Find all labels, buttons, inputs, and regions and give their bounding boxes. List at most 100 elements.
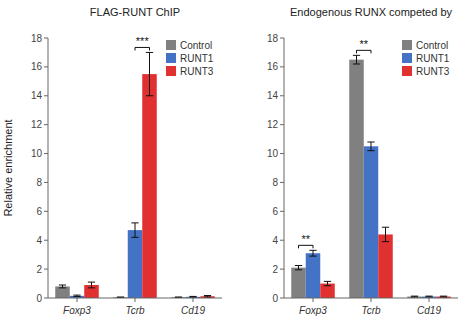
- y-tick-label: 10: [31, 148, 43, 159]
- error-bar: [59, 285, 66, 288]
- y-tick: [44, 66, 48, 67]
- title: FLAG-RUNT ChIP: [90, 6, 180, 18]
- y-tick-label: 6: [272, 206, 278, 217]
- error-bar: [425, 296, 432, 298]
- error-bar: [295, 266, 302, 270]
- y-tick-label: 8: [272, 177, 278, 188]
- significance-label: **: [301, 233, 310, 245]
- x-tick: [77, 298, 78, 302]
- x-tick: [371, 298, 372, 302]
- panel: Endogenous RUNX competed by 0 2 4 6 8 10 12 14 16…: [267, 6, 458, 316]
- marks: [291, 55, 451, 298]
- error-bar: [411, 296, 418, 298]
- y-tick-label: 14: [31, 90, 43, 101]
- y-tick: [280, 66, 284, 67]
- x-tick: [313, 298, 314, 302]
- error-bar: [382, 227, 389, 241]
- y-tick-label: 14: [267, 90, 279, 101]
- legend-label: RUNT1: [180, 53, 214, 64]
- y-tick-label: 0: [36, 293, 42, 304]
- error-bar: [353, 55, 360, 64]
- y-tick-label: 0: [272, 293, 278, 304]
- y-tick-label: 2: [272, 264, 278, 275]
- y-tick-label: 12: [31, 119, 43, 130]
- error-bar: [309, 250, 316, 256]
- y-tick: [44, 298, 48, 299]
- y-tick-label: 10: [267, 148, 279, 159]
- x-tick: [135, 298, 136, 302]
- y-tick: [280, 124, 284, 125]
- y-tick-label: 12: [267, 119, 279, 130]
- y-axis-label: Relative enrichment: [2, 119, 14, 216]
- y-tick: [280, 95, 284, 96]
- x-tick: [193, 298, 194, 302]
- error-bar: [189, 296, 196, 298]
- y-tick: [44, 240, 48, 241]
- significance-bracket: [299, 245, 314, 248]
- error-bar: [146, 52, 153, 95]
- y-tick: [44, 182, 48, 183]
- y-tick-label: 4: [36, 235, 42, 246]
- bar: [128, 230, 143, 298]
- panel: FLAG-RUNT ChIPRelative enrichment0246810…: [2, 6, 222, 316]
- y-tick-label: 18: [267, 33, 279, 44]
- y-tick-label: 16: [31, 61, 43, 72]
- bar: [349, 60, 364, 298]
- legend-swatch: [402, 53, 412, 63]
- y-tick: [44, 124, 48, 125]
- y-tick-label: 16: [267, 61, 279, 72]
- legend-swatch: [166, 40, 176, 50]
- x-tick-label: Foxp3: [299, 305, 327, 316]
- marks: [55, 52, 215, 298]
- figure: FLAG-RUNT ChIP Relative enrichment 0 2 4 6 8 10…: [0, 0, 474, 335]
- legend-swatch: [402, 40, 412, 50]
- bar: [291, 268, 306, 298]
- y-tick: [280, 269, 284, 270]
- legend: Control RUNT1 RUNT3: [402, 40, 450, 77]
- legend-label: Control: [416, 40, 448, 51]
- x-tick-label: Tcrb: [361, 305, 381, 316]
- significance-label: **: [359, 38, 368, 50]
- error-bar: [367, 142, 374, 151]
- legend-swatch: [166, 66, 176, 76]
- y-tick: [44, 95, 48, 96]
- significance-label: ***: [136, 35, 150, 47]
- significance-bracket: [357, 50, 372, 53]
- x-tick: [429, 298, 430, 302]
- x-tick-label: Cd19: [417, 305, 441, 316]
- y-tick-label: 8: [36, 177, 42, 188]
- error-bar: [204, 296, 211, 297]
- legend-label: RUNT3: [416, 66, 450, 77]
- x-tick-label: Cd19: [181, 305, 205, 316]
- bar: [142, 74, 157, 298]
- y-tick-label: 18: [31, 33, 43, 44]
- legend: Control RUNT1 RUNT3: [166, 40, 214, 77]
- legend-label: RUNT1: [416, 53, 450, 64]
- title: Endogenous RUNX competed by: [290, 6, 453, 18]
- y-axis: [284, 38, 285, 298]
- y-tick-label: 4: [272, 235, 278, 246]
- y-tick: [44, 38, 48, 39]
- y-tick: [44, 153, 48, 154]
- legend-label: Control: [180, 40, 212, 51]
- y-tick-label: 2: [36, 264, 42, 275]
- error-bar: [88, 282, 95, 288]
- y-tick: [44, 211, 48, 212]
- legend-label: RUNT3: [180, 66, 214, 77]
- bar: [364, 146, 379, 298]
- legend-swatch: [402, 66, 412, 76]
- bar: [378, 234, 393, 298]
- y-tick: [280, 38, 284, 39]
- y-tick: [44, 269, 48, 270]
- y-axis: [48, 38, 49, 298]
- error-bar: [73, 295, 80, 296]
- error-bar: [440, 296, 447, 298]
- significance-bracket: [135, 47, 150, 50]
- x-tick-label: Foxp3: [63, 305, 91, 316]
- y-tick: [280, 182, 284, 183]
- y-tick: [280, 153, 284, 154]
- x-tick-label: Tcrb: [125, 305, 145, 316]
- error-bar: [324, 281, 331, 285]
- y-tick: [280, 240, 284, 241]
- y-tick: [280, 211, 284, 212]
